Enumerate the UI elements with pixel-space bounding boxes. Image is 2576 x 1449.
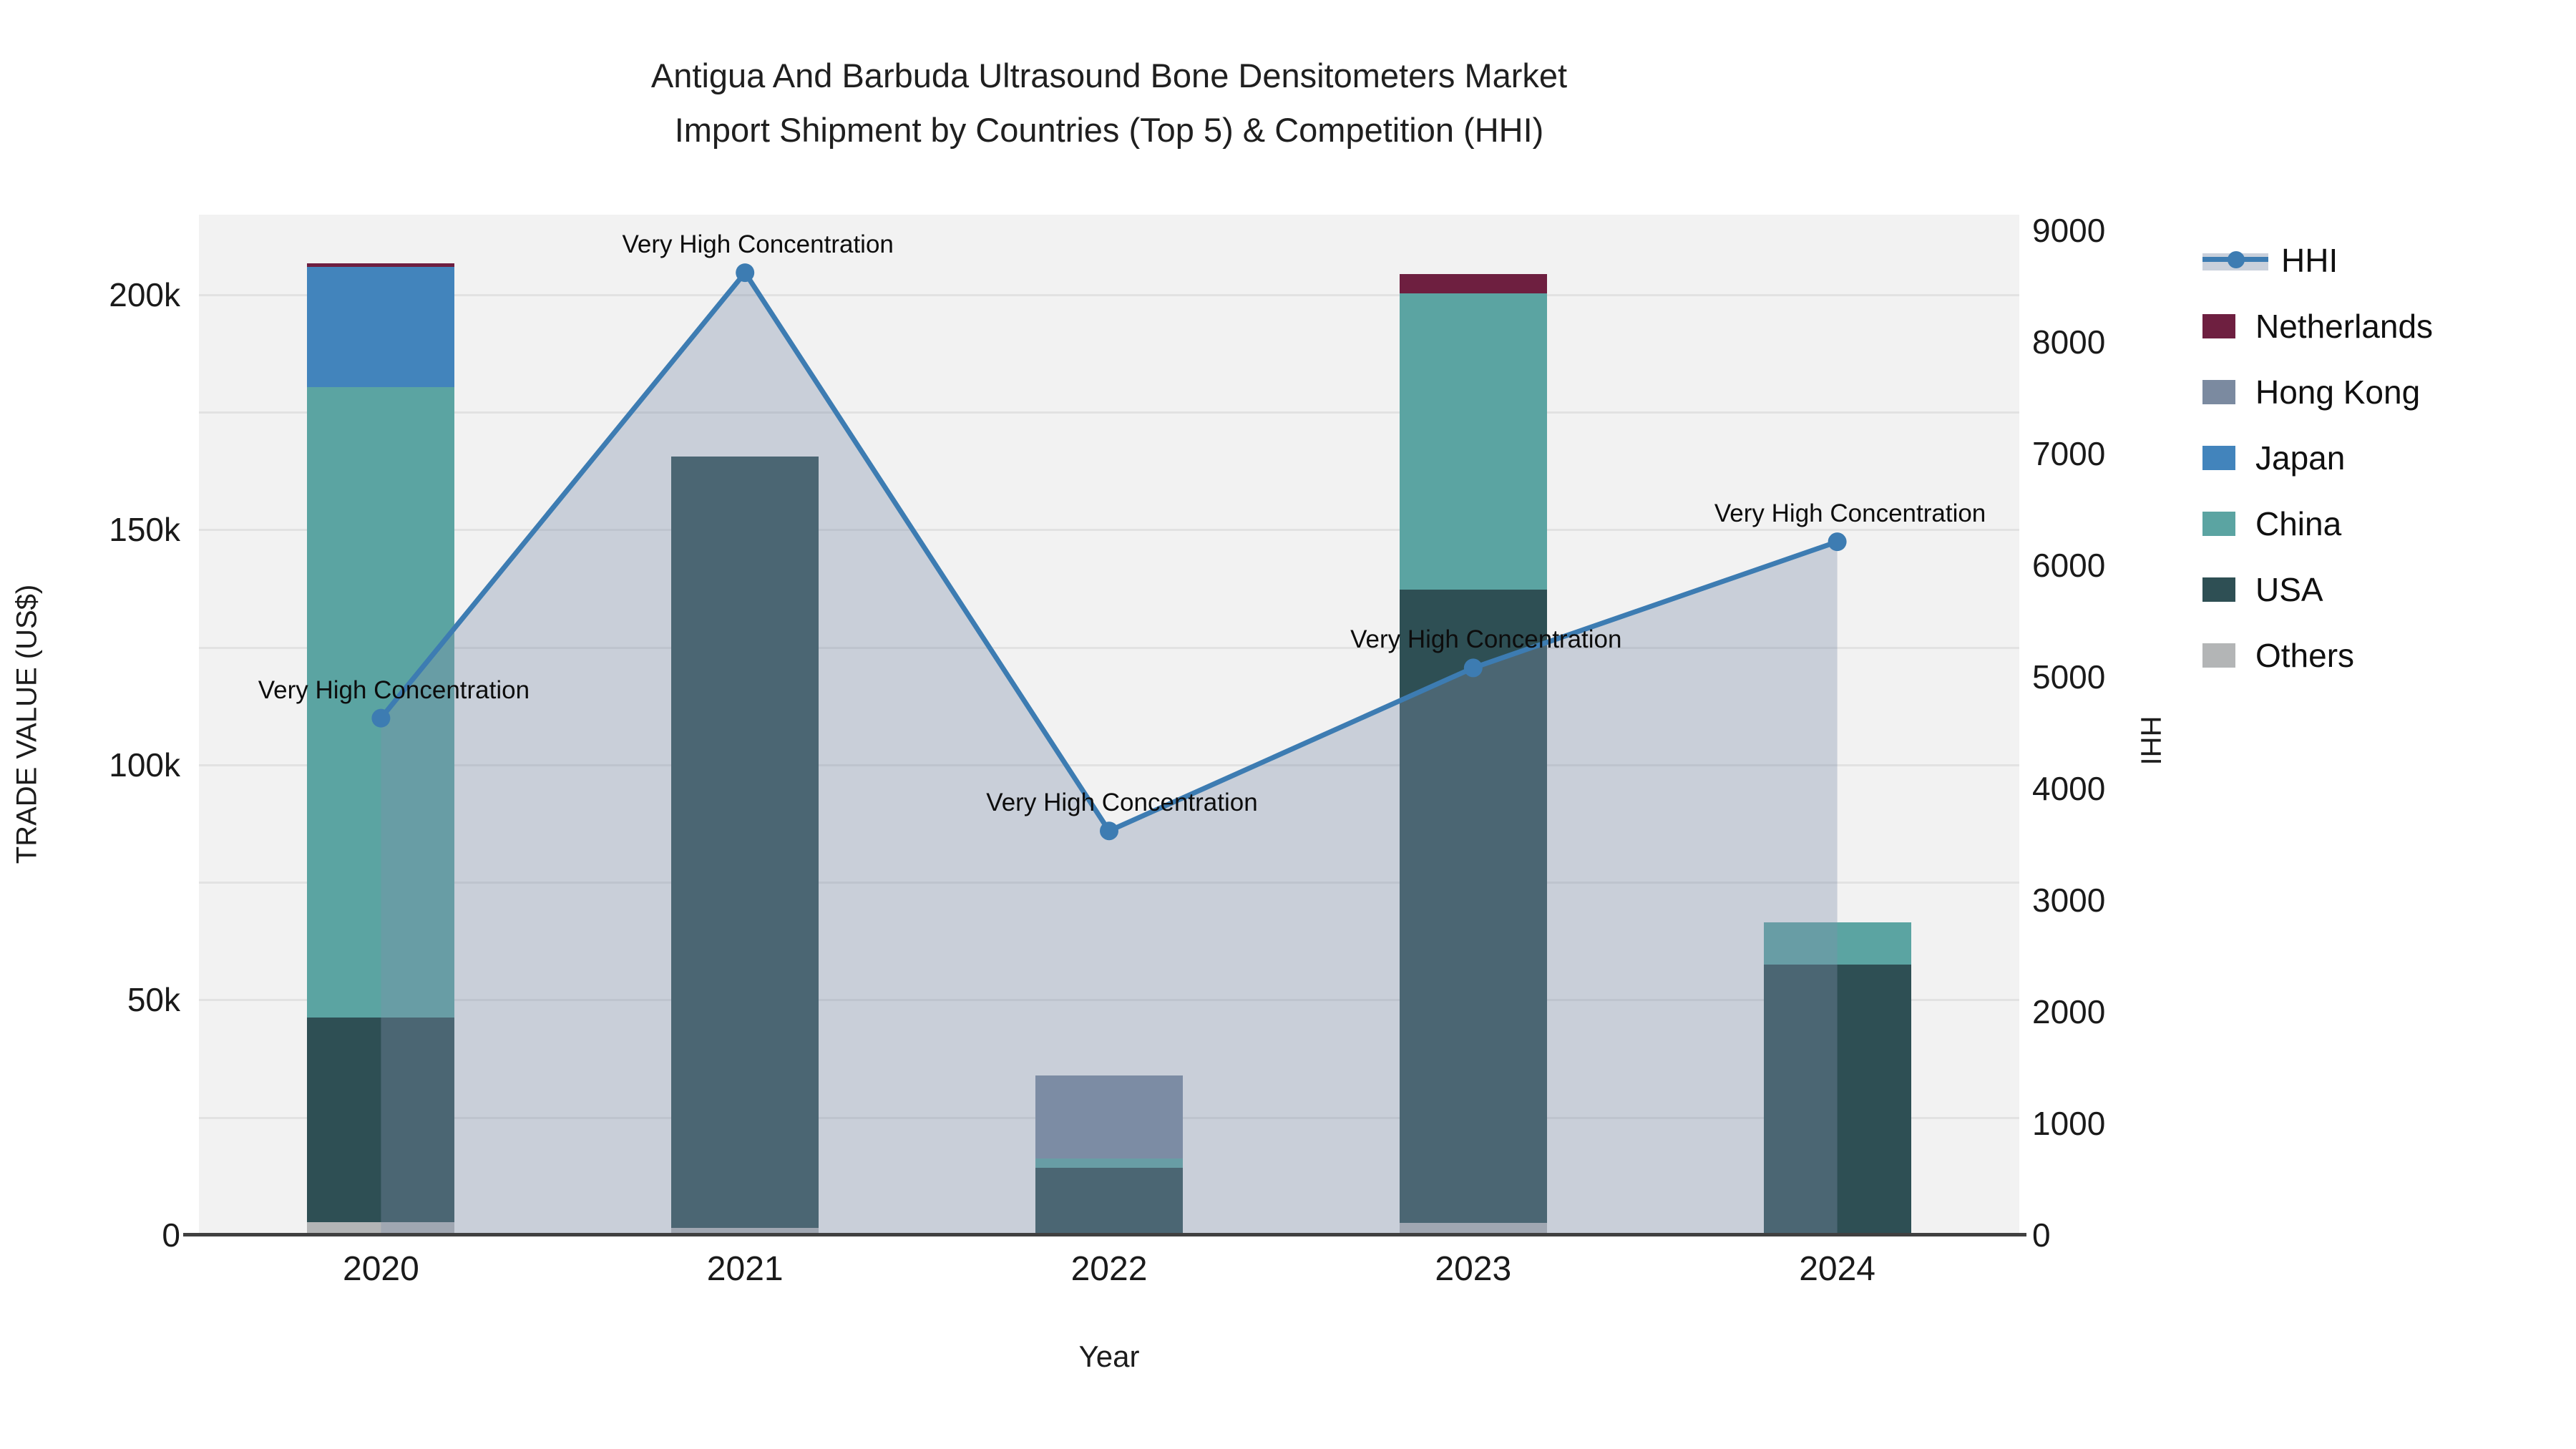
hhi-annotation-2020: Very High Concentration	[258, 675, 530, 704]
left-tick-200k: 200k	[109, 275, 180, 313]
right-tick-6000: 6000	[2032, 546, 2106, 584]
bar-segment-usa-2022[interactable]	[1035, 1168, 1183, 1235]
legend-swatch-icon	[2202, 577, 2235, 602]
hhi-marker-2020[interactable]	[371, 708, 391, 728]
left-axis-title: TRADE VALUE (US$)	[11, 584, 43, 864]
legend-item-hhi[interactable]: HHI	[2202, 228, 2433, 293]
legend-item-china[interactable]: China	[2202, 491, 2433, 557]
right-axis-title: HHI	[2135, 716, 2167, 766]
left-tick-150k: 150k	[109, 511, 180, 549]
bar-segment-others-2021[interactable]	[671, 1228, 819, 1235]
gridline	[199, 882, 2019, 884]
hhi-annotation-2022: Very High Concentration	[986, 789, 1258, 817]
legend-item-hong-kong[interactable]: Hong Kong	[2202, 359, 2433, 425]
legend-label: Hong Kong	[2255, 374, 2421, 411]
left-tick-0: 0	[162, 1216, 180, 1254]
bar-segment-usa-2020[interactable]	[307, 1018, 455, 1223]
chart-title-line1: Antigua And Barbuda Ultrasound Bone Dens…	[650, 57, 1568, 94]
legend-label: China	[2255, 505, 2342, 542]
x-tick-2024: 2024	[1799, 1250, 1875, 1288]
x-axis-title: Year	[1078, 1340, 1140, 1373]
hhi-marker-2021[interactable]	[736, 263, 755, 283]
gridline	[199, 763, 2019, 766]
x-axis-line	[183, 1233, 2026, 1236]
legend-swatch-icon	[2202, 446, 2235, 470]
right-tick-1000: 1000	[2032, 1104, 2106, 1142]
hhi-marker-2022[interactable]	[1100, 821, 1118, 841]
plot-area	[199, 215, 2019, 1235]
bar-segment-japan-2020[interactable]	[307, 266, 455, 387]
bar-segment-usa-2023[interactable]	[1399, 589, 1547, 1223]
bar-segment-others-2023[interactable]	[1399, 1222, 1547, 1235]
bar-segment-hong-kong-2022[interactable]	[1035, 1075, 1183, 1158]
legend-item-others[interactable]: Others	[2202, 623, 2433, 688]
hhi-legend-symbol-icon	[2202, 248, 2268, 273]
hhi-line-layer	[371, 263, 1847, 1235]
legend-item-usa[interactable]: USA	[2202, 557, 2433, 623]
x-tick-2023: 2023	[1435, 1250, 1512, 1288]
legend-label: USA	[2255, 571, 2323, 608]
legend-item-japan[interactable]: Japan	[2202, 425, 2433, 491]
left-tick-50k: 50k	[127, 981, 180, 1019]
gridline	[199, 411, 2019, 414]
gridline	[199, 999, 2019, 1002]
gridline	[199, 646, 2019, 649]
legend-label: Others	[2255, 637, 2355, 674]
legend-swatch-icon	[2202, 643, 2235, 668]
hhi-annotation-2023: Very High Concentration	[1350, 625, 1622, 654]
right-tick-2000: 2000	[2032, 992, 2106, 1030]
right-tick-5000: 5000	[2032, 658, 2106, 696]
chart-title-line2: Import Shipment by Countries (Top 5) & C…	[674, 111, 1544, 149]
right-tick-9000: 9000	[2032, 211, 2106, 249]
hhi-area-fill	[381, 273, 1838, 1235]
legend-item-netherlands[interactable]: Netherlands	[2202, 293, 2433, 359]
legend-label: Japan	[2255, 439, 2346, 477]
right-tick-8000: 8000	[2032, 323, 2106, 361]
right-tick-7000: 7000	[2032, 434, 2106, 472]
legend-swatch-icon	[2202, 512, 2235, 536]
x-tick-2022: 2022	[1070, 1250, 1148, 1288]
x-tick-2021: 2021	[706, 1250, 784, 1288]
gridline	[199, 293, 2019, 296]
left-tick-100k: 100k	[109, 746, 180, 784]
chart-title: Antigua And Barbuda Ultrasound Bone Dens…	[0, 49, 2218, 157]
x-tick-2020: 2020	[343, 1250, 419, 1288]
hhi-annotation-2024: Very High Concentration	[1714, 499, 1986, 528]
right-tick-4000: 4000	[2032, 769, 2106, 807]
legend-label: Netherlands	[2255, 308, 2434, 345]
bar-segment-usa-2021[interactable]	[671, 457, 819, 1229]
right-tick-3000: 3000	[2032, 881, 2106, 919]
hhi-marker-2024[interactable]	[1828, 532, 1847, 552]
bar-segment-china-2020[interactable]	[307, 386, 455, 1018]
hhi-marker-2023[interactable]	[1463, 658, 1483, 678]
legend-label: HHI	[2281, 242, 2338, 279]
bar-segment-netherlands-2023[interactable]	[1399, 273, 1547, 293]
bar-segment-usa-2024[interactable]	[1763, 965, 1911, 1235]
legend: HHI Netherlands Hong Kong Japan China USA Othe…	[2202, 228, 2433, 688]
hhi-annotation-2021: Very High Concentration	[622, 230, 894, 259]
right-tick-0: 0	[2032, 1216, 2051, 1254]
bar-segment-china-2024[interactable]	[1763, 922, 1911, 965]
legend-swatch-icon	[2202, 380, 2235, 404]
legend-swatch-icon	[2202, 314, 2235, 338]
gridline	[199, 529, 2019, 532]
bar-segment-netherlands-2020[interactable]	[307, 263, 455, 267]
bar-segment-others-2020[interactable]	[307, 1222, 455, 1235]
bar-segment-china-2022[interactable]	[1035, 1158, 1183, 1169]
bar-segment-china-2023[interactable]	[1399, 293, 1547, 590]
